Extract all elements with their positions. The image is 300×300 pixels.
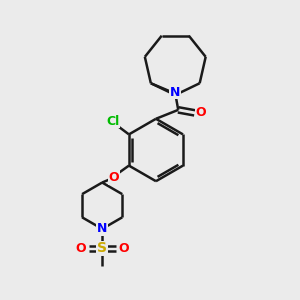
Text: O: O xyxy=(75,242,86,255)
Text: S: S xyxy=(97,241,107,255)
Text: O: O xyxy=(195,106,206,119)
Text: O: O xyxy=(118,242,129,255)
Text: N: N xyxy=(170,85,181,98)
Text: O: O xyxy=(109,171,119,184)
Text: Cl: Cl xyxy=(106,115,119,128)
Text: N: N xyxy=(97,222,107,236)
